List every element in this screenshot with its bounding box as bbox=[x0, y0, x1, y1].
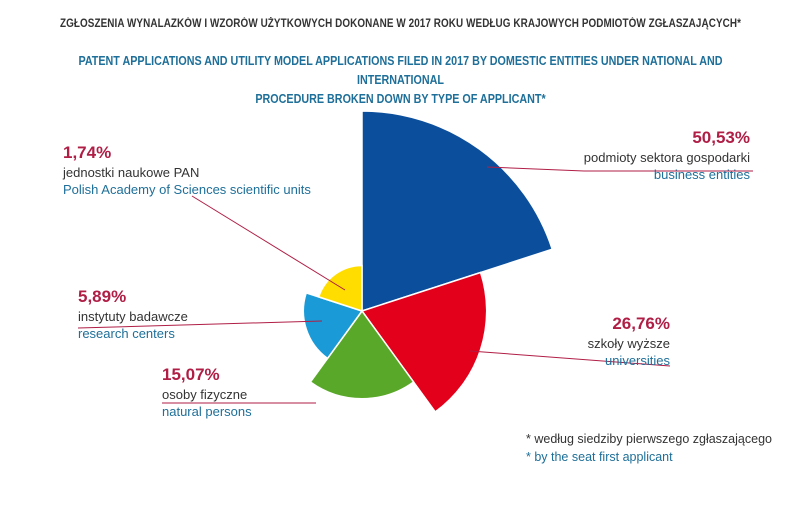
slice-business-entities bbox=[361, 110, 554, 313]
pct-label-pan: 1,74% bbox=[63, 143, 112, 162]
name-en-universities: universities bbox=[604, 353, 670, 368]
leader-universities bbox=[469, 350, 671, 367]
chart-title-polish: ZGŁOSZENIA WYNALAZKÓW I WZORÓW UŻYTKOWYC… bbox=[59, 18, 742, 30]
slice-research-centers bbox=[302, 291, 364, 360]
slice-polish-academy-of-sciences-scientific-units bbox=[317, 264, 363, 313]
name-pl-research: instytuty badawcze bbox=[78, 309, 188, 324]
footnote-english: * by the seat first applicant bbox=[526, 450, 673, 464]
chart-title-english-line-1: PATENT APPLICATIONS AND UTILITY MODEL AP… bbox=[78, 54, 723, 87]
label-pan: 1,74% jednostki naukowe PAN Polish Acade… bbox=[63, 142, 311, 198]
name-pl-universities: szkoły wyższe bbox=[587, 336, 670, 351]
label-universities: 26,76% szkoły wyższe universities bbox=[520, 313, 670, 369]
label-business: 50,53% podmioty sektora gospodarki busin… bbox=[520, 127, 750, 183]
slice-natural-persons bbox=[309, 309, 415, 400]
pct-label-business: 50,53% bbox=[692, 128, 750, 147]
name-pl-natural-persons: osoby fizyczne bbox=[162, 387, 248, 402]
slice-universities bbox=[360, 271, 488, 413]
footnote: * według siedziby pierwszego zgłaszające… bbox=[526, 430, 772, 466]
leader-lines bbox=[77, 166, 753, 404]
name-en-pan: Polish Academy of Sciences scientific un… bbox=[63, 182, 311, 197]
chart-title-english: PATENT APPLICATIONS AND UTILITY MODEL AP… bbox=[56, 52, 745, 109]
chart-slices bbox=[302, 110, 554, 413]
pct-label-universities: 26,76% bbox=[612, 314, 670, 333]
footnote-polish: * według siedziby pierwszego zgłaszające… bbox=[526, 432, 772, 446]
label-natural-persons: 15,07% osoby fizyczne natural persons bbox=[162, 364, 252, 420]
pct-label-research: 5,89% bbox=[78, 287, 127, 306]
pct-label-natural-persons: 15,07% bbox=[162, 365, 220, 384]
leader-research bbox=[77, 320, 323, 329]
leader-business bbox=[486, 166, 753, 172]
name-en-natural-persons: natural persons bbox=[162, 404, 252, 419]
label-research: 5,89% instytuty badawcze research center… bbox=[78, 286, 188, 342]
name-pl-business: podmioty sektora gospodarki bbox=[583, 150, 750, 165]
leader-pan bbox=[191, 195, 346, 291]
chart-title-english-line-2: PROCEDURE BROKEN DOWN BY TYPE OF APPLICA… bbox=[255, 92, 546, 106]
name-en-research: research centers bbox=[78, 326, 175, 341]
name-pl-pan: jednostki naukowe PAN bbox=[63, 165, 200, 180]
name-en-business: business entities bbox=[653, 167, 750, 182]
